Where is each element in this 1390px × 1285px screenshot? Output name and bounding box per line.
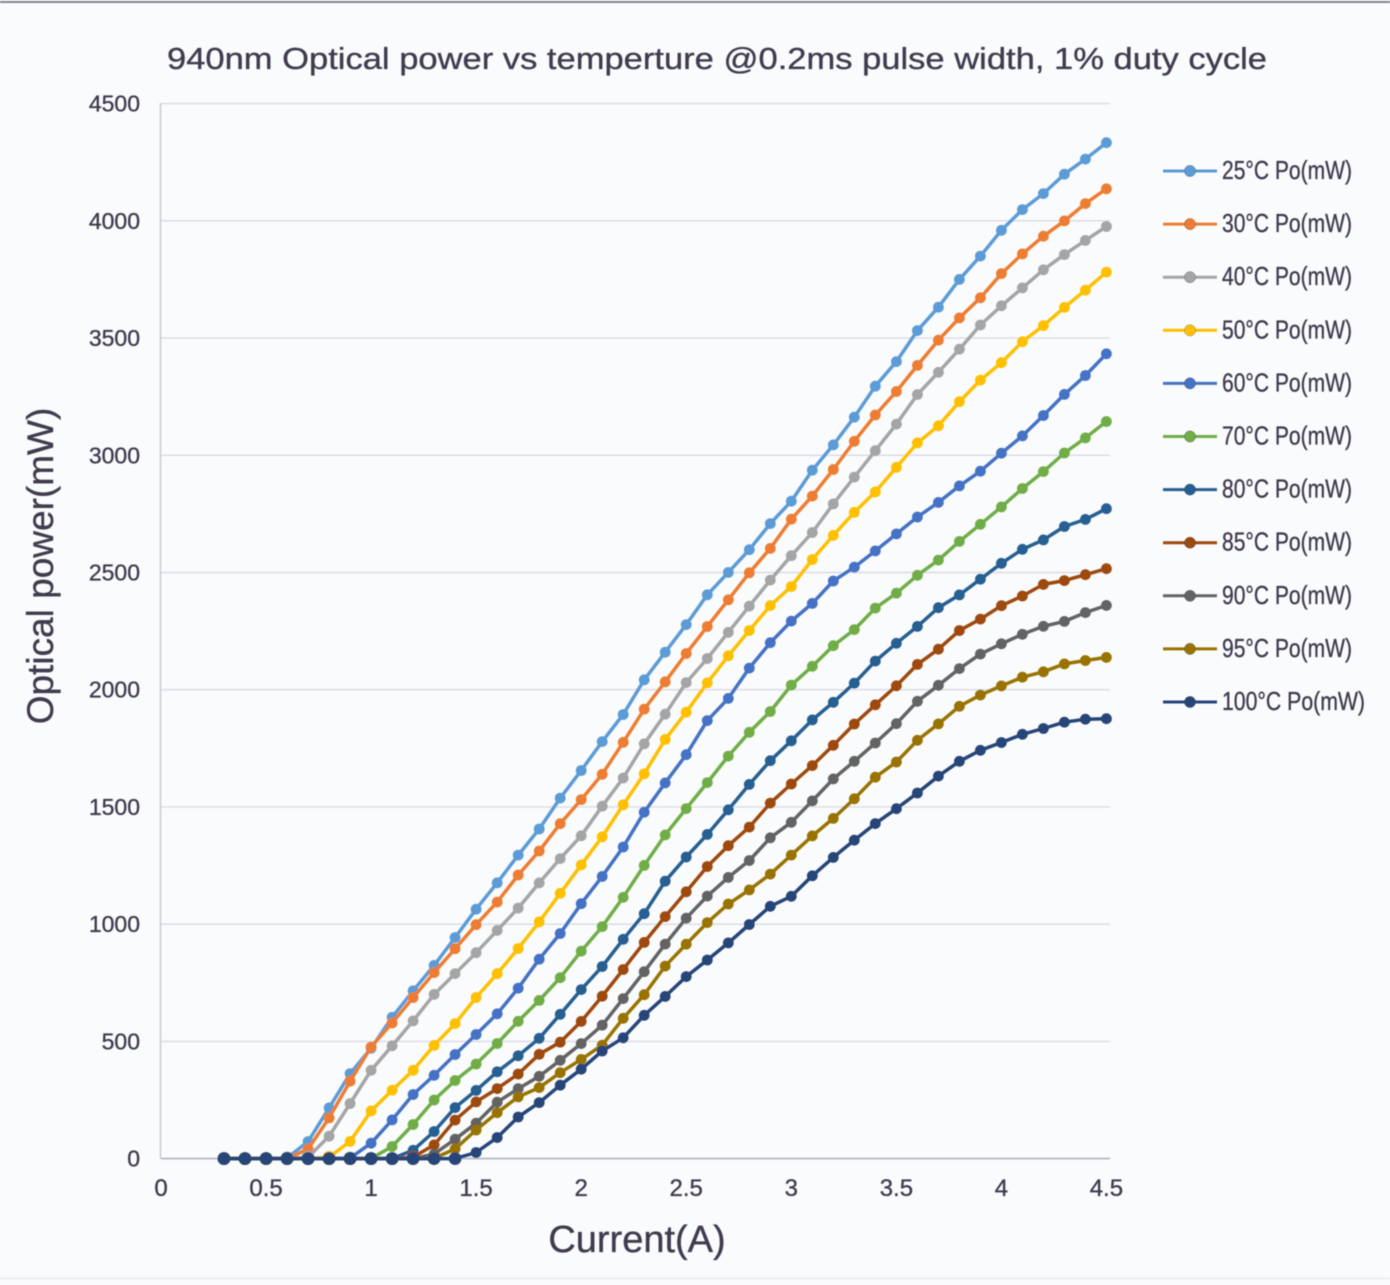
svg-text:4: 4: [995, 1175, 1008, 1202]
svg-text:0.5: 0.5: [249, 1175, 282, 1202]
svg-text:3500: 3500: [89, 325, 140, 351]
svg-text:940nm Optical power vs tempert: 940nm Optical power vs temperture @0.2ms…: [167, 41, 1267, 76]
svg-text:Current(A): Current(A): [548, 1219, 725, 1261]
svg-text:2: 2: [575, 1175, 588, 1202]
svg-text:1.5: 1.5: [459, 1175, 492, 1202]
svg-text:70°C Po(mW): 70°C Po(mW): [1222, 421, 1352, 451]
svg-text:Optical power(mW): Optical power(mW): [20, 408, 61, 725]
svg-text:1: 1: [364, 1175, 377, 1202]
svg-text:25°C Po(mW): 25°C Po(mW): [1222, 155, 1352, 185]
svg-text:100°C Po(mW): 100°C Po(mW): [1222, 686, 1365, 716]
svg-text:4.5: 4.5: [1090, 1175, 1123, 1202]
svg-text:4000: 4000: [89, 208, 140, 234]
svg-text:0: 0: [127, 1146, 140, 1172]
svg-text:95°C Po(mW): 95°C Po(mW): [1222, 633, 1352, 663]
svg-text:2000: 2000: [89, 677, 140, 703]
svg-text:0: 0: [154, 1175, 167, 1202]
svg-text:4500: 4500: [89, 91, 140, 117]
svg-text:50°C Po(mW): 50°C Po(mW): [1222, 314, 1352, 344]
svg-text:85°C Po(mW): 85°C Po(mW): [1222, 527, 1352, 557]
svg-text:40°C Po(mW): 40°C Po(mW): [1222, 261, 1352, 291]
svg-text:60°C Po(mW): 60°C Po(mW): [1222, 367, 1352, 397]
svg-text:30°C Po(mW): 30°C Po(mW): [1222, 208, 1352, 238]
svg-text:90°C Po(mW): 90°C Po(mW): [1222, 580, 1352, 610]
svg-text:3000: 3000: [89, 442, 140, 468]
svg-text:2.5: 2.5: [670, 1175, 703, 1202]
svg-text:1500: 1500: [89, 794, 140, 820]
svg-text:3.5: 3.5: [880, 1175, 913, 1202]
svg-text:3: 3: [785, 1175, 798, 1202]
svg-text:1000: 1000: [89, 911, 140, 937]
svg-text:500: 500: [102, 1028, 140, 1054]
svg-text:2500: 2500: [89, 560, 140, 586]
svg-text:80°C Po(mW): 80°C Po(mW): [1222, 474, 1352, 504]
